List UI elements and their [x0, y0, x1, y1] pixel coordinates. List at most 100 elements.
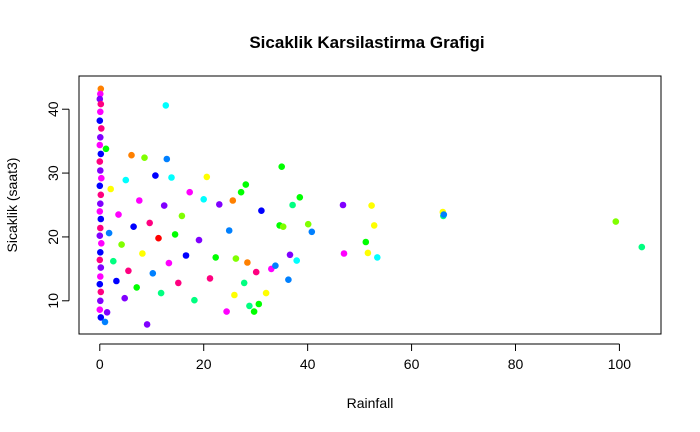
data-point: [128, 151, 135, 159]
data-point: [364, 249, 372, 257]
data-point: [262, 289, 270, 297]
data-point: [216, 201, 223, 208]
data-point: [368, 202, 375, 209]
data-point: [98, 174, 105, 182]
data-point: [374, 254, 381, 261]
data-point: [157, 289, 165, 297]
data-point: [102, 145, 110, 153]
data-point: [225, 227, 233, 234]
data-point: [168, 174, 175, 181]
data-point: [122, 176, 130, 184]
data-point: [242, 181, 250, 188]
data-point: [97, 288, 105, 296]
data-point: [96, 141, 104, 149]
data-point: [171, 231, 179, 238]
data-point: [113, 277, 120, 285]
data-point: [97, 167, 104, 174]
data-point: [308, 228, 316, 236]
data-point: [107, 185, 114, 193]
data-point: [97, 215, 105, 223]
data-point: [143, 321, 151, 328]
data-point: [229, 197, 237, 204]
y-tick-label: 20: [45, 229, 61, 245]
data-point: [279, 223, 287, 230]
data-point: [244, 259, 251, 266]
y-axis-label: Sicaklik (saat3): [4, 158, 20, 253]
data-point: [96, 280, 104, 288]
data-point: [115, 211, 122, 218]
data-point: [139, 250, 146, 257]
data-point: [96, 158, 104, 165]
x-tick-label: 40: [300, 356, 316, 372]
data-point: [296, 194, 304, 201]
data-point: [240, 279, 248, 287]
data-point: [96, 232, 104, 239]
x-tick-label: 80: [508, 356, 524, 372]
data-point: [212, 254, 219, 261]
data-point: [191, 296, 198, 304]
data-point: [162, 102, 170, 109]
data-point: [97, 85, 105, 93]
data-point: [203, 173, 211, 181]
data-point: [96, 256, 104, 264]
data-point: [97, 150, 105, 158]
data-point: [272, 262, 279, 270]
data-point: [97, 108, 104, 116]
data-point: [98, 125, 105, 132]
data-point: [175, 279, 182, 287]
data-point: [97, 273, 104, 280]
data-point: [155, 234, 162, 242]
data-point: [97, 200, 104, 207]
data-point: [182, 252, 190, 259]
data-point: [96, 182, 104, 190]
x-axis-label: Rainfall: [347, 395, 394, 411]
plot-frame: [78, 75, 662, 335]
data-point: [200, 196, 207, 203]
data-point: [152, 172, 159, 179]
data-point: [141, 154, 148, 161]
data-point: [97, 191, 105, 199]
data-point: [101, 318, 109, 326]
data-point: [278, 163, 286, 170]
x-tick-label: 20: [196, 356, 212, 372]
data-point: [339, 201, 347, 209]
data-point: [133, 284, 140, 291]
data-point: [163, 155, 171, 163]
data-point: [340, 250, 348, 257]
data-point: [186, 188, 193, 196]
data-point: [105, 229, 113, 237]
data-point: [286, 251, 294, 259]
data-point: [103, 309, 111, 316]
data-point: [252, 268, 260, 276]
data-point: [125, 267, 132, 275]
data-point: [195, 236, 203, 244]
data-point: [118, 241, 125, 248]
data-point: [258, 207, 265, 214]
data-point: [232, 255, 240, 262]
y-axis: 10 20 30 40: [45, 101, 70, 309]
data-point: [96, 306, 104, 314]
data-point: [289, 201, 296, 209]
data-point: [231, 291, 238, 299]
y-tick-label: 10: [45, 293, 61, 309]
data-point: [250, 308, 258, 315]
data-point: [246, 302, 253, 310]
data-point: [362, 238, 370, 246]
data-point: [149, 270, 157, 277]
data-point: [285, 276, 292, 284]
data-point: [96, 117, 104, 124]
data-point: [223, 308, 230, 315]
data-point: [97, 90, 104, 98]
data-point: [110, 257, 117, 265]
y-tick-label: 40: [45, 101, 61, 117]
data-point: [130, 223, 137, 230]
x-tick-label: 100: [608, 356, 632, 372]
y-tick-label: 30: [45, 165, 61, 181]
data-point: [98, 240, 105, 247]
data-point: [160, 202, 168, 209]
data-point: [304, 220, 312, 228]
data-point: [237, 188, 245, 196]
points-layer: [96, 85, 646, 328]
data-point: [206, 275, 214, 282]
